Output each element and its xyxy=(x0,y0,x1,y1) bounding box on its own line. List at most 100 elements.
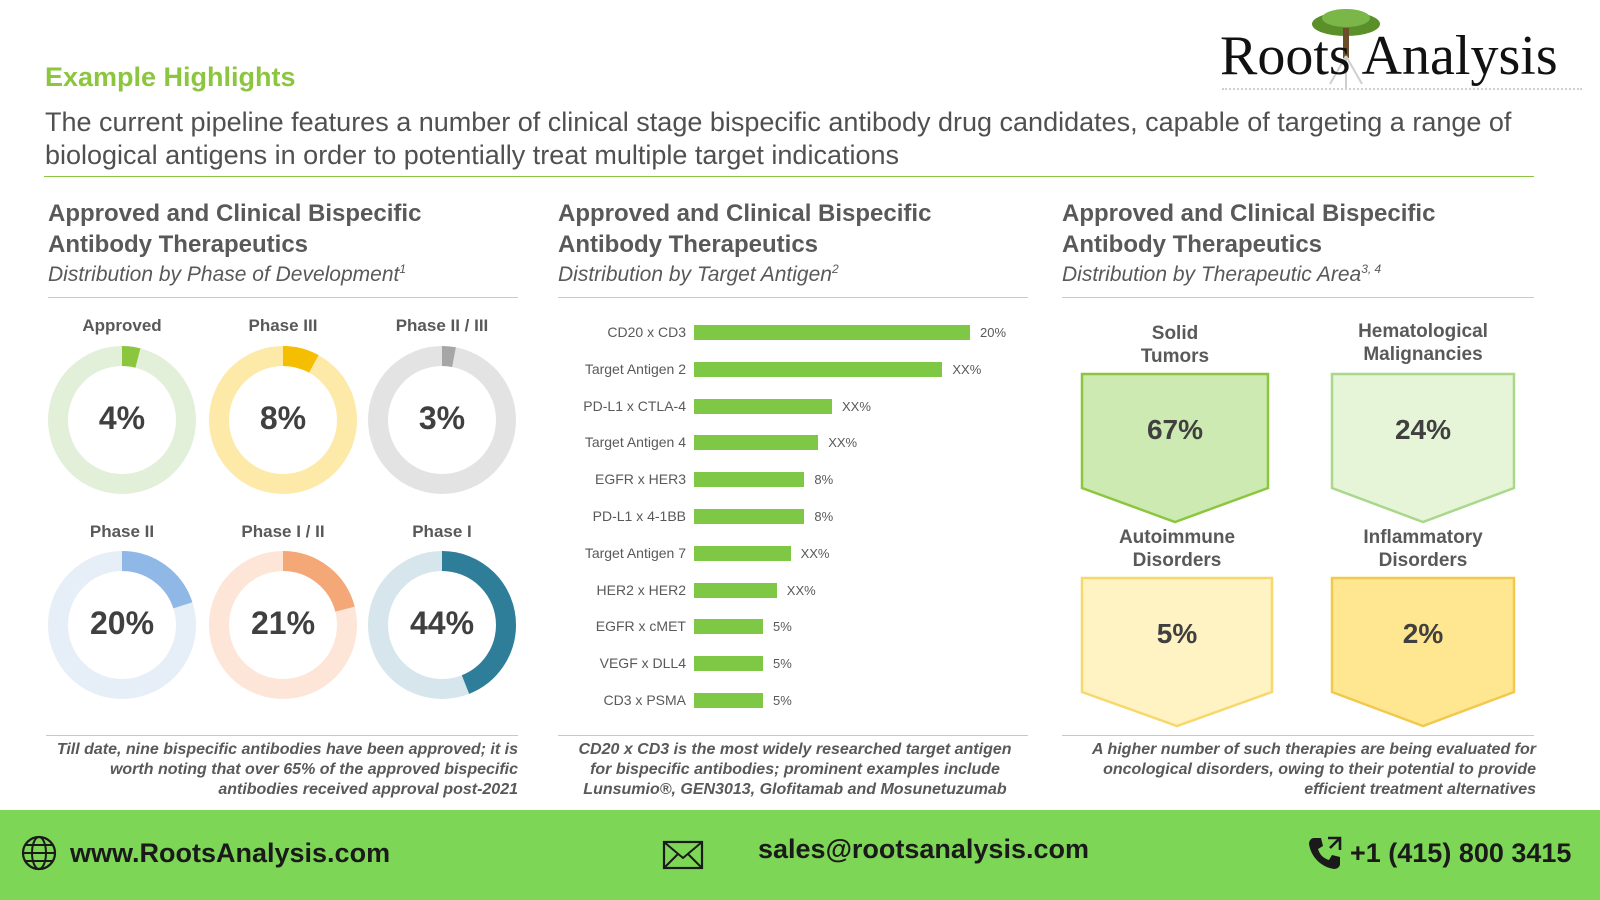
panel-title: Approved and Clinical Bispecific Antibod… xyxy=(48,200,422,258)
donut-ring xyxy=(48,346,196,494)
donut-ring xyxy=(48,551,196,699)
globe-icon xyxy=(21,835,57,871)
bar-value-label: 5% xyxy=(773,619,792,635)
panel-subtitle: Distribution by Therapeutic Area3, 4 xyxy=(1062,262,1382,286)
bar xyxy=(694,509,805,524)
bar xyxy=(694,361,943,377)
area-shield-shape xyxy=(1080,576,1274,728)
panel-subtitle: Distribution by Target Antigen2 xyxy=(558,262,839,286)
area-value: 5% xyxy=(1156,618,1198,649)
area-shield-shape xyxy=(1330,372,1516,524)
donut-label: Phase II xyxy=(89,522,155,541)
footer-phone-link[interactable]: +1 (415) 800 3415 xyxy=(1350,838,1572,868)
bar-value-label: XX% xyxy=(828,435,858,451)
donut-label: Approved xyxy=(82,316,162,335)
bar-value-label: XX% xyxy=(800,545,830,561)
panel-note: Till date, nine bispecific antibodies ha… xyxy=(56,741,518,798)
donut-value: 8% xyxy=(259,400,307,436)
bar-value-label: XX% xyxy=(786,582,816,598)
area-value: 2% xyxy=(1402,618,1444,649)
area-label: Inflammatory Disorders xyxy=(1363,527,1483,571)
bar-category-label: VEGF x DLL4 xyxy=(599,655,686,672)
bar-value-label: 20% xyxy=(980,325,1007,340)
donut-ring xyxy=(368,551,516,699)
area-shield xyxy=(1330,372,1516,524)
bar-value-label: XX% xyxy=(952,361,982,377)
bar-category-label: CD20 x CD3 xyxy=(607,324,686,340)
bar-category-label: Target Antigen 4 xyxy=(584,434,686,451)
area-shield-shape xyxy=(1330,576,1516,728)
note-divider xyxy=(1062,735,1534,736)
bar xyxy=(694,582,777,598)
panel-note: CD20 x CD3 is the most widely researched… xyxy=(578,741,1012,798)
panel-phase: Approved and Clinical Bispecific Antibod… xyxy=(48,198,518,287)
donut-value: 21% xyxy=(250,605,316,641)
bar-value-label: 5% xyxy=(773,693,792,708)
panel-divider xyxy=(1062,297,1534,298)
area-shield xyxy=(1080,372,1270,524)
donut-segment xyxy=(48,346,196,494)
area-label: Hematological Malignancies xyxy=(1358,321,1488,365)
bar-category-label: PD-L1 x 4-1BB xyxy=(592,508,686,524)
bar xyxy=(694,545,791,561)
note-divider xyxy=(558,735,1028,736)
panel-note: A higher number of such therapies are be… xyxy=(1092,741,1536,798)
logo-text: Roots Analysis xyxy=(1220,25,1558,87)
donut-label: Phase III xyxy=(248,316,318,335)
bar xyxy=(694,619,763,635)
donut-value: 4% xyxy=(98,400,146,436)
bar xyxy=(694,435,819,451)
mail-icon xyxy=(662,840,704,870)
bar-category-label: Target Antigen 2 xyxy=(584,360,686,377)
area-shield xyxy=(1330,576,1516,728)
section-kicker: Example Highlights xyxy=(45,62,296,92)
panel-title: Approved and Clinical Bispecific Antibod… xyxy=(1062,200,1436,258)
donut-label: Phase I xyxy=(412,522,472,541)
logo: Roots Analysis xyxy=(1210,2,1590,100)
panel-antigen: Approved and Clinical Bispecific Antibod… xyxy=(558,198,1028,287)
donut-segment xyxy=(368,551,516,699)
panel-divider xyxy=(558,297,1028,298)
bar-category-label: PD-L1 x CTLA-4 xyxy=(583,397,686,414)
footer-website-link[interactable]: www.RootsAnalysis.com xyxy=(70,838,391,868)
area-value: 67% xyxy=(1146,414,1204,445)
bar xyxy=(694,693,763,708)
logo-tagline xyxy=(1222,88,1582,94)
page-headline: The current pipeline features a number o… xyxy=(45,107,1512,170)
bar-category-label: CD3 x PSMA xyxy=(603,692,686,708)
header-divider xyxy=(44,176,1534,177)
donut-label: Phase II / III xyxy=(395,316,489,335)
bar-value-label: 5% xyxy=(773,656,792,672)
bar-value-label: 8% xyxy=(814,472,834,488)
phone-icon xyxy=(1309,836,1342,869)
bar xyxy=(694,472,805,488)
bar-category-label: EGFR x cMET xyxy=(595,618,686,635)
donut-ring xyxy=(209,346,357,494)
note-divider xyxy=(46,735,518,736)
area-label: Solid Tumors xyxy=(1140,323,1210,367)
donut-value: 3% xyxy=(418,400,466,436)
donut-segment xyxy=(209,551,357,699)
donut-ring xyxy=(368,346,516,494)
footer-email-link[interactable]: sales@rootsanalysis.com xyxy=(758,834,1089,864)
bar-value-label: 8% xyxy=(814,509,834,524)
bar xyxy=(694,325,970,340)
bar xyxy=(694,398,832,414)
bar-category-label: HER2 x HER2 xyxy=(596,581,686,598)
bar-category-label: EGFR x HER3 xyxy=(594,471,686,488)
panel-divider xyxy=(48,297,518,298)
bar xyxy=(694,656,763,672)
area-shield-shape xyxy=(1080,372,1270,524)
donut-ring xyxy=(209,551,357,699)
donut-segment xyxy=(48,551,196,699)
bar-category-label: Target Antigen 7 xyxy=(584,544,686,561)
donut-value: 20% xyxy=(89,605,155,641)
panel-subtitle: Distribution by Phase of Development1 xyxy=(48,262,407,286)
donut-value: 44% xyxy=(409,605,475,641)
tree-icon xyxy=(1312,9,1380,88)
panel-area: Approved and Clinical Bispecific Antibod… xyxy=(1062,198,1542,287)
donut-label: Phase I / II xyxy=(241,522,325,541)
bar-value-label: XX% xyxy=(842,398,871,414)
area-label: Autoimmune Disorders xyxy=(1118,527,1236,571)
area-shield xyxy=(1080,576,1274,728)
